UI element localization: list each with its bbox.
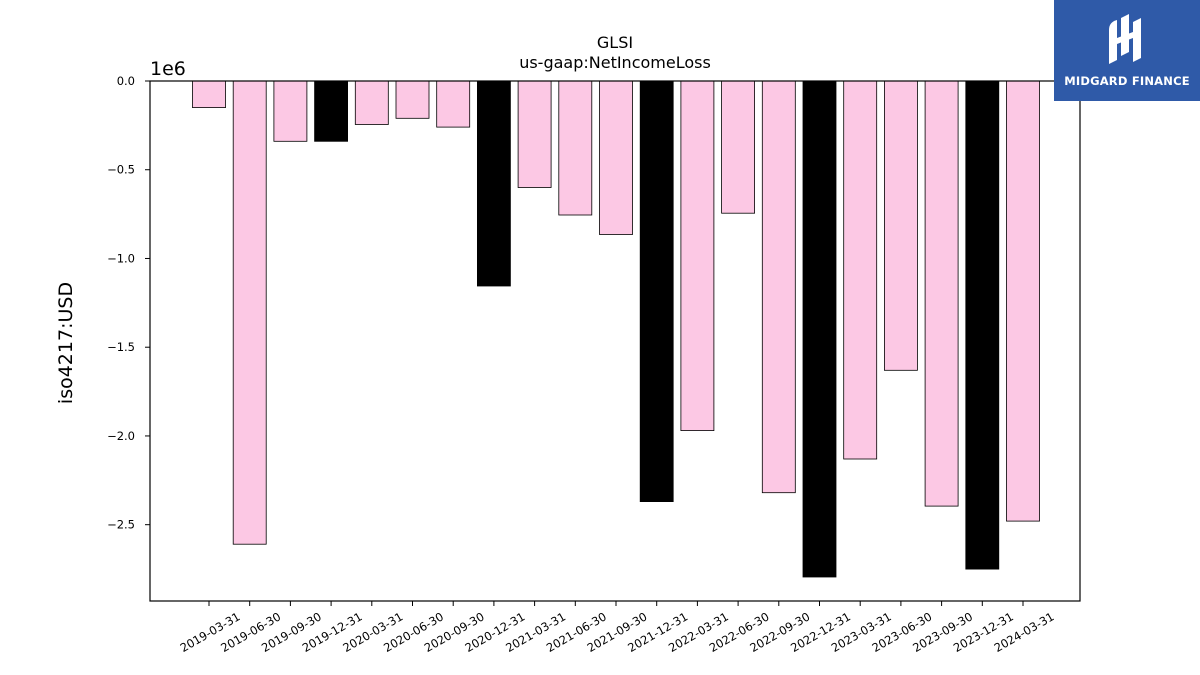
bar-2019-03-31 — [192, 80, 226, 109]
bar-2023-06-30 — [884, 80, 918, 371]
y-tick-label: −0.5 — [107, 163, 135, 177]
bar-2023-03-31 — [843, 80, 878, 460]
bars-group — [192, 80, 1040, 578]
bar-2019-06-30 — [232, 80, 267, 545]
y-ticks-group: 0.0 −0.5 −1.0 −1.5 −2.0 −2.5 — [107, 74, 150, 532]
x-ticks-group: 2019-03-312019-06-302019-09-302019-12-31… — [178, 601, 1057, 655]
y-tick-label: −1.5 — [107, 340, 135, 354]
bar-2023-12-31 — [965, 80, 1000, 570]
bar-2020-09-30 — [436, 80, 471, 128]
y-tick-label: −2.5 — [107, 518, 135, 532]
y-scale-label: 1e6 — [150, 58, 186, 80]
bar-2019-12-31 — [314, 80, 349, 142]
bar-2022-03-31 — [680, 80, 715, 432]
midgard-logo-icon — [1109, 14, 1141, 64]
bar-2024-03-31 — [1006, 80, 1040, 522]
y-tick-label: −1.0 — [107, 251, 135, 265]
chart-title: GLSI — [597, 33, 633, 52]
y-axis-label: iso4217:USD — [55, 282, 77, 404]
plot-frame — [149, 80, 1081, 602]
bar-2021-09-30 — [599, 80, 633, 235]
bar-2020-03-31 — [354, 80, 389, 125]
bar-2022-09-30 — [761, 80, 796, 494]
brand-logo: MIDGARD FINANCE — [1054, 0, 1200, 101]
bar-2022-12-31 — [802, 80, 837, 578]
bar-2021-06-30 — [558, 80, 593, 216]
bar-2019-09-30 — [273, 80, 308, 142]
chart-subtitle: us-gaap:NetIncomeLoss — [519, 53, 711, 72]
bar-2020-06-30 — [395, 80, 430, 119]
bar-2023-09-30 — [924, 80, 959, 507]
bar-2021-03-31 — [517, 80, 552, 188]
bar-2020-12-31 — [476, 80, 511, 287]
y-tick-label: −2.0 — [107, 429, 135, 443]
bar-2022-06-30 — [721, 80, 755, 214]
logo-text: MIDGARD FINANCE — [1064, 74, 1190, 88]
bar-2021-12-31 — [639, 80, 674, 503]
y-tick-label: 0.0 — [117, 74, 135, 88]
